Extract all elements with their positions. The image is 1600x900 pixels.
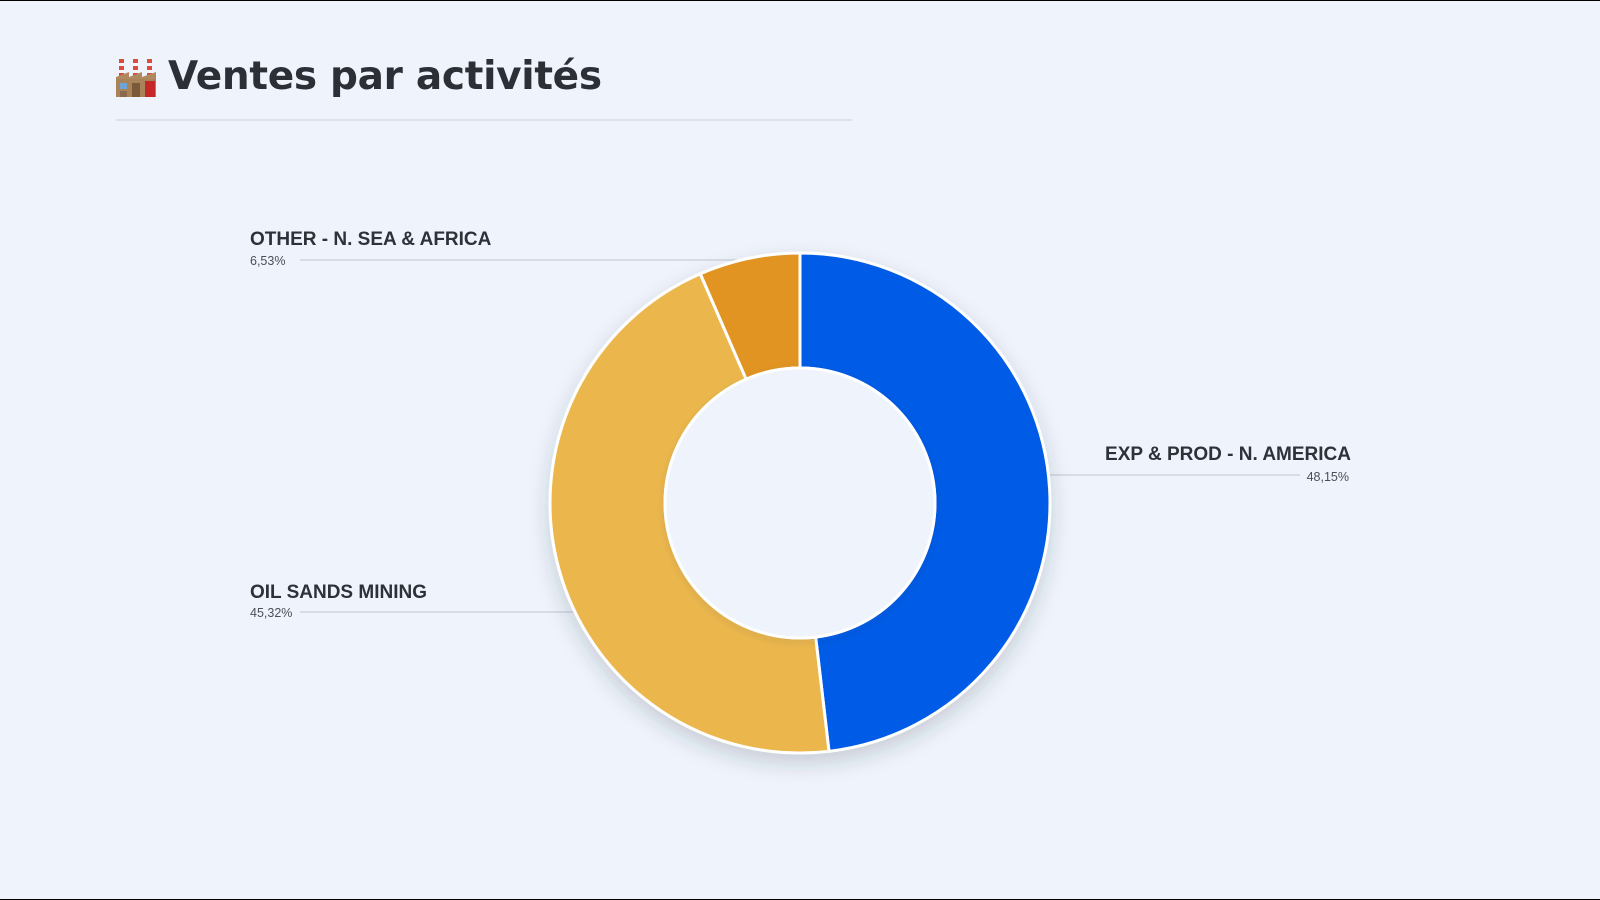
slice-label-exp-prod: EXP & PROD - N. AMERICA 48,15% [1105, 444, 1351, 484]
title-row: Ventes par activités [116, 55, 602, 97]
slice-label-other: OTHER - N. SEA & AFRICA 6,53% [250, 229, 492, 268]
slice-value-oil-sands: 45,32% [250, 606, 292, 620]
slice-value-exp-prod: 48,15% [1307, 470, 1349, 484]
donut-hole [663, 366, 937, 640]
slice-name-exp-prod: EXP & PROD - N. AMERICA [1105, 444, 1351, 465]
slice-name-oil-sands: OIL SANDS MINING [250, 582, 427, 603]
page-title: Ventes par activités [168, 53, 602, 99]
factory-icon [116, 59, 156, 97]
slice-value-other: 6,53% [250, 254, 285, 268]
slice-name-other: OTHER - N. SEA & AFRICA [250, 229, 492, 250]
slice-label-oil-sands: OIL SANDS MINING 45,32% [250, 582, 427, 620]
leader-lines [300, 259, 1300, 613]
title-divider [116, 119, 852, 121]
